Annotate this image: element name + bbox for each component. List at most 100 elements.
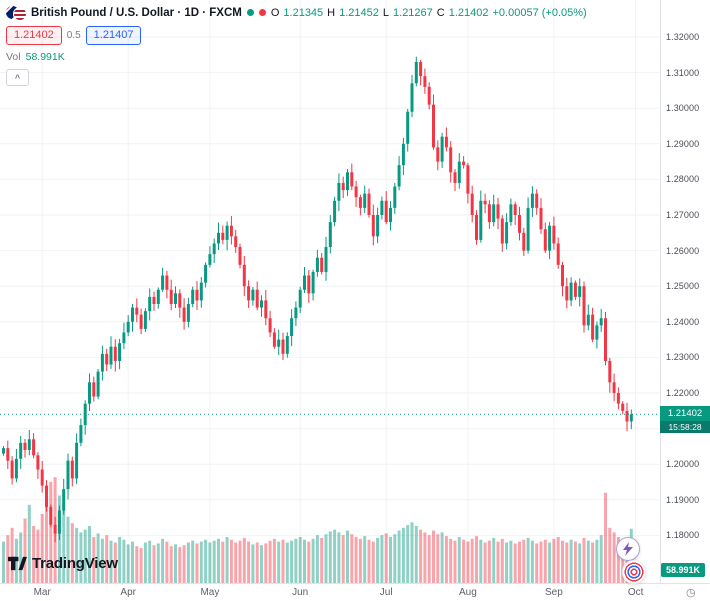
spread-value: 0.5 — [66, 30, 81, 41]
candle-body — [328, 222, 332, 248]
candle-body — [483, 200, 487, 205]
rings-button[interactable] — [622, 560, 646, 584]
volume-bar — [66, 516, 70, 583]
tradingview-logo[interactable]: TradingView — [8, 554, 118, 573]
candle-body — [161, 275, 165, 290]
candle-body — [247, 286, 251, 301]
current-price-badge: 1.21402 15:58:28 — [660, 406, 710, 434]
candle-body — [505, 222, 509, 244]
month-label: Jun — [292, 587, 309, 598]
volume-bar — [247, 541, 251, 583]
candle-body — [535, 193, 539, 208]
symbol-title[interactable]: British Pound / U.S. Dollar · 1D · FXCM — [31, 6, 242, 19]
candle-body — [36, 455, 40, 470]
candle-body — [178, 293, 182, 308]
price-tick-label: 1.26000 — [666, 245, 700, 256]
volume-bar — [358, 538, 362, 583]
candle-body — [621, 403, 625, 411]
candle-body — [79, 425, 83, 443]
candle-body — [389, 207, 392, 223]
candle-body — [582, 286, 586, 326]
price-tick-label: 1.18000 — [666, 530, 700, 541]
candle-body — [475, 215, 478, 240]
candle-body — [612, 382, 616, 393]
candle-body — [260, 300, 263, 308]
candle-body — [113, 346, 117, 361]
boost-button[interactable] — [616, 537, 640, 561]
volume-bar — [221, 541, 225, 583]
time-axis[interactable]: ◷ Mar Apr May Jun Jul Aug Sep Oct — [0, 583, 710, 601]
collapse-legend-button[interactable]: ^ — [6, 69, 29, 86]
volume-bar — [298, 537, 302, 583]
open-label: O — [270, 6, 280, 19]
volume-bar — [565, 542, 569, 583]
volume-bar — [36, 529, 40, 583]
price-chart[interactable] — [0, 0, 660, 583]
candle-body — [530, 193, 534, 208]
volume-bar — [19, 532, 23, 583]
candle-body — [45, 485, 48, 507]
candle-body — [285, 336, 289, 354]
volume-bar — [526, 537, 530, 583]
volume-bar — [242, 537, 246, 583]
volume-bar — [423, 532, 427, 583]
candle-body — [462, 161, 466, 166]
candle-body — [315, 257, 319, 272]
volume-bar — [148, 540, 152, 583]
volume-bar — [251, 544, 255, 583]
price-axis[interactable]: 1.32000 1.31000 1.30000 1.29000 1.28000 1.270… — [660, 0, 710, 583]
volume-bar — [311, 538, 315, 583]
volume-bar — [126, 544, 130, 583]
candle-body — [397, 165, 401, 187]
volume-bar — [152, 545, 156, 583]
volume-bar — [337, 532, 341, 583]
volume-bar — [470, 538, 474, 583]
candle-body — [221, 232, 225, 240]
volume-bar — [27, 504, 31, 583]
volume-bar — [131, 541, 134, 583]
volume-bar — [303, 539, 306, 583]
volume-bar — [161, 538, 165, 583]
close-value: 1.21402 — [448, 6, 489, 19]
volume-bar — [406, 525, 410, 583]
volume-bar — [367, 539, 371, 583]
candle-body — [242, 264, 246, 287]
volume-bar — [225, 537, 229, 583]
buy-ask-button[interactable]: 1.21407 — [85, 26, 142, 45]
volume-bar — [595, 539, 599, 583]
candle-body — [363, 193, 367, 208]
candle-body — [88, 382, 91, 404]
volume-bar — [384, 533, 388, 583]
volume-bar — [118, 537, 122, 583]
clock-icon[interactable]: ◷ — [686, 587, 696, 599]
bid-ask-row: 1.21402 0.5 1.21407 — [6, 26, 587, 45]
candle-body — [380, 200, 384, 215]
candle-body — [393, 186, 397, 208]
lightning-icon — [623, 542, 633, 556]
candle-body — [83, 403, 87, 426]
candle-body — [561, 264, 564, 287]
candle-body — [10, 460, 14, 479]
volume-bar — [518, 541, 521, 583]
close-label: C — [436, 6, 445, 19]
candle-body — [109, 346, 113, 365]
candle-body — [376, 215, 380, 237]
candle-body — [2, 448, 5, 454]
candle-body — [333, 200, 337, 223]
volume-bar — [462, 539, 466, 583]
candle-body — [272, 332, 276, 347]
volume-bar — [599, 535, 603, 583]
price-tick-label: 1.27000 — [666, 210, 700, 220]
candle-body — [401, 143, 405, 166]
volume-bar — [272, 538, 276, 583]
candle-body — [466, 165, 470, 194]
volume-bar — [436, 534, 440, 583]
volume-bar — [389, 537, 392, 583]
volume-bar — [186, 542, 190, 583]
candle-body — [324, 247, 328, 272]
candle-body — [586, 314, 590, 326]
candle-body — [165, 275, 169, 290]
sell-bid-button[interactable]: 1.21402 — [6, 26, 62, 45]
volume-bar — [264, 543, 268, 583]
candle-body — [320, 257, 324, 272]
